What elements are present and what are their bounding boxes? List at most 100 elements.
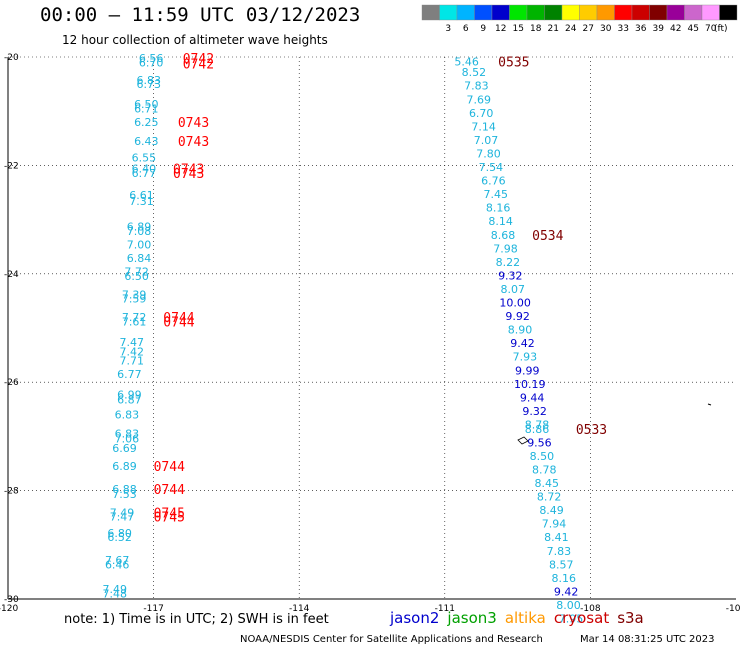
wave-height-label: 8.22 xyxy=(496,256,521,269)
wave-height-label: 6.70 xyxy=(469,107,494,120)
x-tick-label: -117 xyxy=(143,604,163,614)
color-scale-label: 3 xyxy=(445,24,451,34)
wave-height-label: 6.71 xyxy=(134,102,159,115)
color-scale-label: 9 xyxy=(480,24,486,34)
wave-height-label: 8.68 xyxy=(491,229,516,242)
wave-height-label: 9.42 xyxy=(510,337,535,350)
wave-height-label: 6.61 xyxy=(129,189,154,202)
wave-height-label: 8.78 xyxy=(532,463,557,476)
wave-height-label: 9.32 xyxy=(498,269,523,282)
wave-height-label: 7.47 xyxy=(120,336,145,349)
wave-height-label: 6.99 xyxy=(117,389,142,402)
wave-height-label: 6.50 xyxy=(124,270,149,283)
wave-height-label: 8.07 xyxy=(500,283,525,296)
wave-height-label: 7.54 xyxy=(479,161,504,174)
pass-time-label: 0743 xyxy=(178,116,209,131)
wave-height-label: 6.69 xyxy=(112,442,137,455)
pass-time-label: 0745 xyxy=(154,511,185,526)
wave-height-label: 9.42 xyxy=(554,585,579,598)
y-tick-label: -22 xyxy=(4,161,19,171)
pass-time-label: 0745 xyxy=(154,506,185,521)
wave-height-label: 7.47 xyxy=(110,511,135,524)
wave-height-label: 8.14 xyxy=(488,215,513,228)
color-scale-label: 33 xyxy=(618,24,629,34)
y-tick-label: -28 xyxy=(4,487,19,497)
wave-height-label: 6.25 xyxy=(134,116,159,129)
wave-height-label: 7.72 xyxy=(124,266,149,279)
color-scale-unit: (ft) xyxy=(714,24,728,34)
wave-height-label: 7.49 xyxy=(103,583,128,596)
legend-entry: cryosat xyxy=(553,609,610,627)
wave-height-label: 6.56 xyxy=(139,52,164,65)
wave-height-label: 6.50 xyxy=(134,98,159,111)
wave-height-label: 9.92 xyxy=(505,310,530,323)
wave-height-label: 7.72 xyxy=(122,311,147,324)
color-scale-label: 45 xyxy=(688,24,699,34)
x-tick-label: -120 xyxy=(0,604,18,614)
wave-height-label: 6.76 xyxy=(481,175,506,188)
wave-height-label: 7.53 xyxy=(112,488,137,501)
wave-height-label: 8.57 xyxy=(549,558,574,571)
wave-height-label: 7.08 xyxy=(127,225,152,238)
y-tick-label: -20 xyxy=(4,53,19,63)
wave-height-label: 7.59 xyxy=(122,293,147,306)
wave-height-label: 6.77 xyxy=(117,368,142,381)
pass-time-label: 0535 xyxy=(498,55,529,70)
wave-height-label: 7.95 xyxy=(559,613,584,626)
wave-height-label: 7.98 xyxy=(493,242,518,255)
wave-height-label: 7.94 xyxy=(542,518,567,531)
wave-height-label: 10.00 xyxy=(499,297,531,310)
wave-height-label: 6.55 xyxy=(132,151,157,164)
wave-height-label: 6.43 xyxy=(134,135,159,148)
wave-height-label: 8.16 xyxy=(551,572,576,585)
wave-height-label: 6.83 xyxy=(136,74,161,87)
pass-time-label: 0742 xyxy=(183,52,214,67)
pass-time-label: 0743 xyxy=(173,163,204,178)
y-tick-label: -26 xyxy=(4,378,19,388)
wave-height-label: 7.00 xyxy=(127,239,152,252)
wave-height-label: 6.83 xyxy=(115,428,140,441)
island-dot xyxy=(707,403,712,406)
island-outline xyxy=(517,436,529,445)
wave-height-label: 8.41 xyxy=(544,531,569,544)
color-scale-label: 15 xyxy=(513,24,524,34)
wave-height-label: 8.52 xyxy=(462,66,487,79)
satellite-legend: jason2 jason3 altika cryosat s3a xyxy=(390,609,652,627)
color-scale-label: 18 xyxy=(530,24,542,34)
wave-height-label: 6.87 xyxy=(117,394,142,407)
x-tick-label: -108 xyxy=(580,604,601,614)
legend-entry: jason3 xyxy=(447,609,497,627)
wave-height-label: 6.83 xyxy=(115,409,140,422)
pass-time-label: 0744 xyxy=(154,460,185,475)
wave-height-label: 7.67 xyxy=(105,554,130,567)
color-scale-label: 21 xyxy=(548,24,559,34)
wave-height-label: 8.72 xyxy=(537,491,562,504)
wave-height-label: 7.48 xyxy=(103,588,128,601)
y-tick-label: -24 xyxy=(4,270,19,280)
wave-height-label: 7.14 xyxy=(471,120,496,133)
footer-timestamp: Mar 14 08:31:25 UTC 2023 xyxy=(580,634,715,645)
pass-time-label: 0534 xyxy=(532,229,563,244)
wave-height-label: 6.40 xyxy=(132,163,157,176)
wave-height-label: 9.56 xyxy=(527,436,552,449)
wave-height-label: 8.49 xyxy=(539,504,564,517)
wave-height-label: 7.39 xyxy=(122,288,147,301)
wave-height-label: 7.42 xyxy=(120,345,145,358)
wave-height-label: 6.73 xyxy=(136,78,161,91)
wave-height-label: 8.78 xyxy=(525,418,550,431)
pass-time-label: 0742 xyxy=(183,58,214,73)
wave-height-label: 8.86 xyxy=(525,423,550,436)
wave-height-label: 7.45 xyxy=(484,188,509,201)
x-tick-label: -111 xyxy=(435,604,455,614)
wave-height-label: 6.77 xyxy=(132,167,157,180)
x-tick-label: -105 xyxy=(726,604,740,614)
wave-height-label: 8.90 xyxy=(508,324,533,337)
color-scale-label: 39 xyxy=(653,24,665,34)
footer-credit: NOAA/NESDIS Center for Satellite Applica… xyxy=(240,634,543,645)
wave-height-label: 9.99 xyxy=(515,364,540,377)
wave-height-label: 8.00 xyxy=(556,599,581,612)
page-title: 00:00 – 11:59 UTC 03/12/2023 xyxy=(40,4,361,26)
footer-note: note: 1) Time is in UTC; 2) SWH is in fe… xyxy=(64,612,329,627)
wave-height-label: 8.45 xyxy=(534,477,559,490)
